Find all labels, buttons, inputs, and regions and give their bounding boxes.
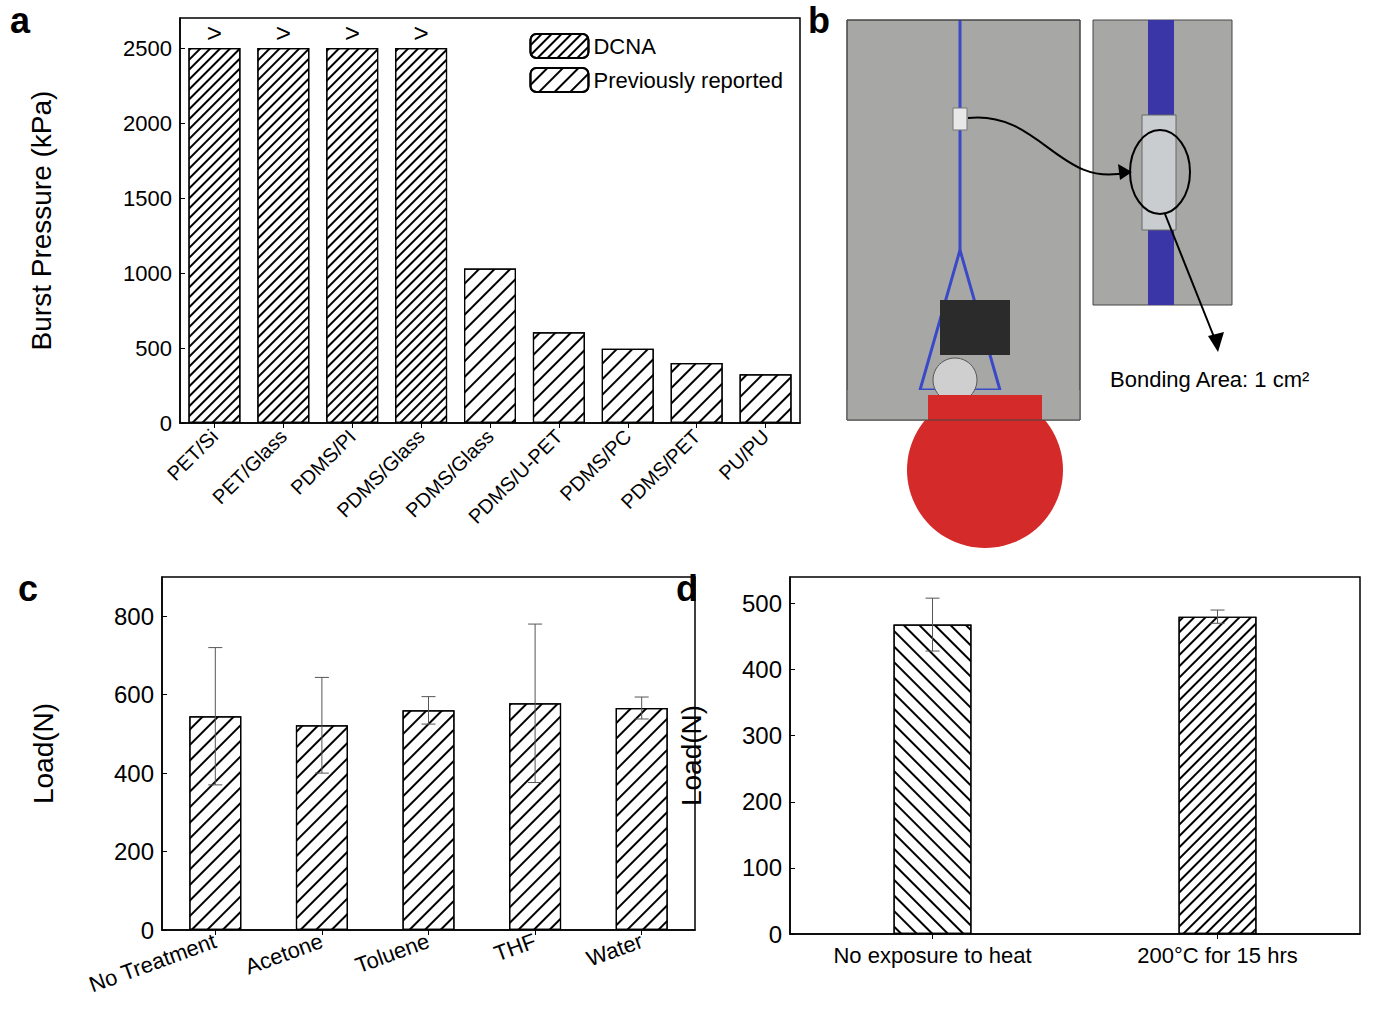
svg-text:PDMS/U-PET: PDMS/U-PET <box>464 425 567 528</box>
svg-text:400: 400 <box>742 656 782 683</box>
svg-text:PDMS/Glass: PDMS/Glass <box>332 425 429 522</box>
svg-text:2000: 2000 <box>123 111 172 136</box>
svg-text:Acetone: Acetone <box>242 928 326 979</box>
svg-text:a: a <box>10 0 31 41</box>
svg-text:PDMS/PI: PDMS/PI <box>286 425 360 499</box>
svg-text:200: 200 <box>114 838 154 865</box>
svg-text:100: 100 <box>742 854 782 881</box>
svg-text:THF: THF <box>491 928 540 966</box>
svg-text:500: 500 <box>742 590 782 617</box>
svg-text:Load(N): Load(N) <box>28 703 59 804</box>
svg-text:PET/Glass: PET/Glass <box>208 425 291 508</box>
svg-text:400: 400 <box>114 760 154 787</box>
svg-text:c: c <box>18 568 38 609</box>
svg-text:Water: Water <box>583 928 646 971</box>
svg-text:PDMS/Glass: PDMS/Glass <box>401 425 498 522</box>
svg-text:No Treatment: No Treatment <box>86 928 220 997</box>
svg-text:1500: 1500 <box>123 186 172 211</box>
svg-text:b: b <box>808 0 830 41</box>
svg-text:200: 200 <box>742 788 782 815</box>
svg-text:800: 800 <box>114 603 154 630</box>
svg-text:0: 0 <box>769 921 782 948</box>
svg-text:PU/PU: PU/PU <box>715 425 774 484</box>
svg-text:200°C for 15 hrs: 200°C for 15 hrs <box>1137 943 1297 968</box>
svg-text:d: d <box>676 568 698 609</box>
svg-text:No exposure to heat: No exposure to heat <box>833 943 1031 968</box>
svg-text:1000: 1000 <box>123 261 172 286</box>
svg-text:Toluene: Toluene <box>352 928 433 978</box>
svg-text:Burst Pressure (kPa): Burst Pressure (kPa) <box>26 91 57 351</box>
svg-text:PDMS/PC: PDMS/PC <box>555 425 636 506</box>
svg-text:0: 0 <box>141 917 154 944</box>
svg-text:>: > <box>276 18 291 48</box>
svg-text:DCNA: DCNA <box>593 34 656 59</box>
svg-text:>: > <box>414 18 429 48</box>
svg-text:300: 300 <box>742 722 782 749</box>
svg-text:Previously reported: Previously reported <box>593 68 783 93</box>
svg-text:Bonding Area: 1 cm²: Bonding Area: 1 cm² <box>1110 367 1309 392</box>
svg-text:500: 500 <box>135 336 172 361</box>
svg-text:Load(N): Load(N) <box>676 705 707 806</box>
svg-text:PET/Si: PET/Si <box>163 425 223 485</box>
svg-text:600: 600 <box>114 681 154 708</box>
svg-text:0: 0 <box>160 411 172 436</box>
svg-text:>: > <box>207 18 222 48</box>
svg-text:2500: 2500 <box>123 36 172 61</box>
svg-text:PDMS/PET: PDMS/PET <box>617 425 705 513</box>
svg-text:>: > <box>345 18 360 48</box>
